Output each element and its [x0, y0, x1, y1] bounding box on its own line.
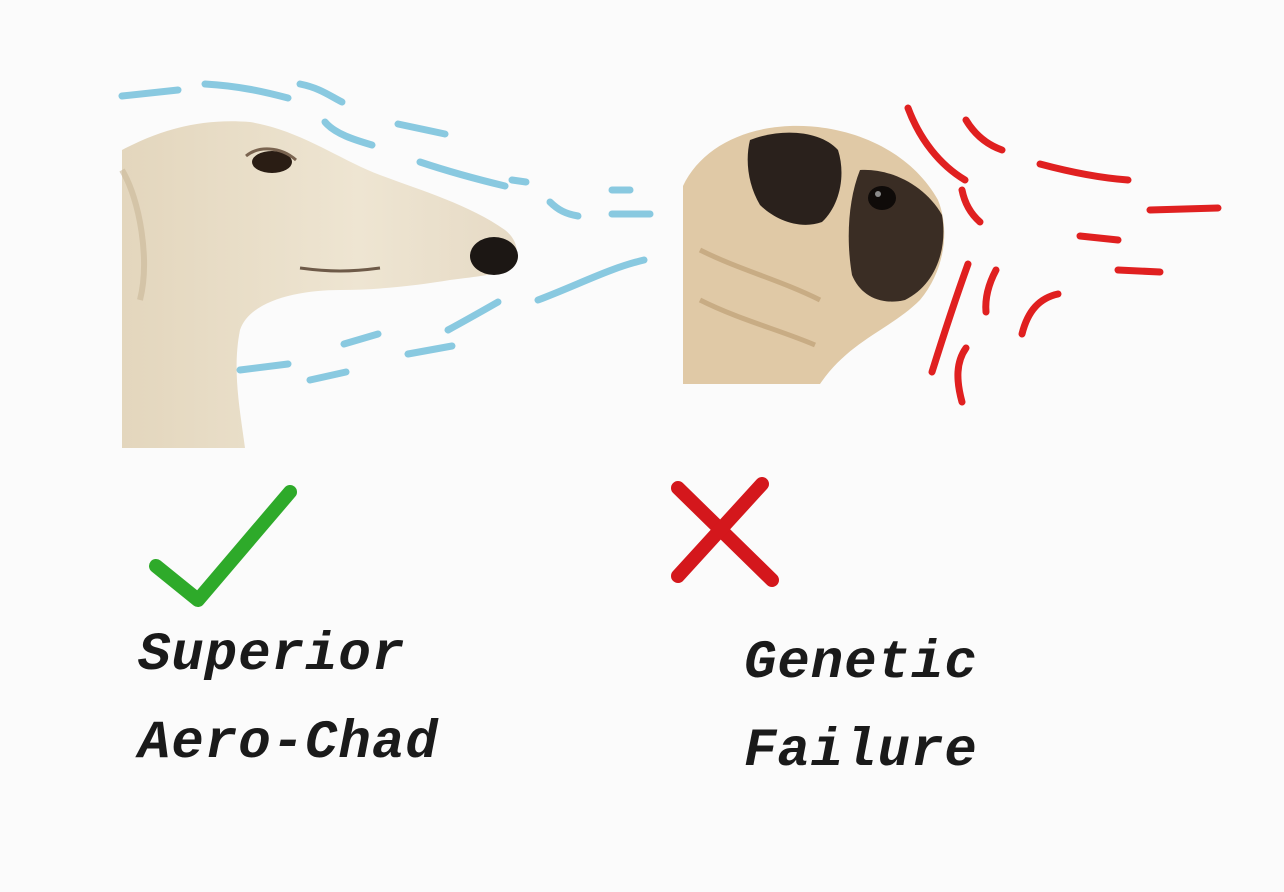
cross-icon: [671, 477, 779, 587]
borzoi-head: [119, 121, 518, 449]
caption-genetic-failure: Genetic Failure: [744, 620, 978, 796]
pug-illustration: [683, 104, 1222, 406]
caption-left-line2: Aero-Chad: [138, 713, 439, 774]
borzoi-illustration: [118, 80, 654, 449]
airflow-lines-turbulent: [904, 104, 1222, 406]
caption-superior-aero-chad: Superior Aero-Chad: [138, 612, 439, 788]
airflow-lines-smooth: [118, 80, 654, 384]
caption-left-line1: Superior: [138, 625, 406, 686]
pug-head: [683, 125, 945, 385]
check-icon: [149, 485, 297, 607]
caption-right-line1: Genetic: [744, 633, 978, 694]
caption-right-line2: Failure: [744, 721, 978, 782]
